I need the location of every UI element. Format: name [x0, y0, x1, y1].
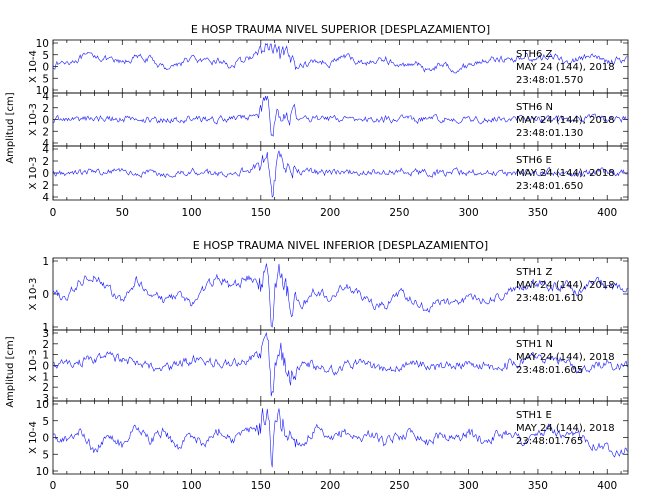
seismic-trace [52, 408, 628, 468]
station-label: STH6 E [516, 155, 552, 166]
x-tick-label: 150 [251, 480, 271, 492]
x-tick-label: 350 [528, 207, 548, 219]
panel-sth1-z: 1 0 1X 10-3 STH1 Z MAY 24 (144), 2018 23:48:0… [28, 256, 629, 334]
scale-label: X 10-3 [28, 278, 39, 311]
seismic-trace [52, 331, 628, 397]
chart-group-1: E HOSP TRAUMA NIVEL SUPERIOR [DESPLAZAMI… [5, 23, 629, 219]
y-axis-label: Amplitud [cm] [5, 336, 16, 407]
station-label: STH6 Z [516, 49, 553, 60]
y-tick-label: 4 [42, 192, 49, 204]
y-tick-label: 0 [42, 115, 49, 127]
x-tick-label: 250 [389, 480, 409, 492]
station-label: 23:48:01.650 [516, 181, 583, 192]
scale-label: X 10-4 [28, 50, 39, 83]
station-label: 23:48:01.765 [516, 436, 583, 447]
station-label: STH6 N [516, 102, 553, 113]
x-tick-label: 400 [597, 207, 617, 219]
y-tick-label: 4 [42, 144, 49, 156]
station-label: 23:48:01.605 [516, 365, 583, 376]
chart-title: E HOSP TRAUMA NIVEL INFERIOR [DESPLAZAMI… [193, 239, 488, 252]
station-label: STH1 N [516, 339, 553, 350]
y-tick-label: 0 [42, 433, 49, 445]
x-tick-label: 200 [320, 207, 340, 219]
x-tick-label: 150 [251, 207, 271, 219]
y-tick-label: 2 [42, 180, 49, 192]
station-label: MAY 24 (144), 2018 [516, 168, 615, 179]
station-label: 23:48:01.570 [516, 75, 583, 86]
x-tick-label: 100 [182, 480, 202, 492]
station-label: STH1 Z [516, 267, 553, 278]
x-tick-label: 300 [459, 480, 479, 492]
x-tick-label: 400 [597, 480, 617, 492]
x-tick-label: 250 [389, 207, 409, 219]
scale-label: X 10-4 [28, 421, 39, 454]
y-tick-label: 4 [42, 138, 49, 150]
scale-label: X 10-3 [28, 157, 39, 190]
y-tick-label: 10 [36, 399, 49, 411]
y-tick-label: 5 [42, 449, 49, 461]
x-tick-label: 0 [50, 480, 57, 492]
y-tick-label: 1 [42, 322, 49, 334]
x-tick-label: 300 [459, 207, 479, 219]
y-tick-label: 2 [42, 103, 49, 115]
y-tick-label: 2 [42, 126, 49, 138]
chart-group-2: E HOSP TRAUMA NIVEL INFERIOR [DESPLAZAMI… [5, 239, 629, 492]
x-tick-label: 0 [50, 207, 57, 219]
y-tick-label: 1 [42, 371, 49, 383]
station-label: 23:48:01.610 [516, 293, 583, 304]
y-tick-label: 2 [42, 339, 49, 351]
station-label: MAY 24 (144), 2018 [516, 62, 615, 73]
y-tick-label: 0 [42, 289, 49, 301]
y-tick-label: 0 [42, 62, 49, 74]
x-tick-label: 200 [320, 480, 340, 492]
y-tick-label: 0 [42, 168, 49, 180]
y-tick-label: 10 [36, 38, 49, 50]
y-tick-label: 3 [42, 393, 49, 405]
station-label: 23:48:01.130 [516, 128, 583, 139]
y-tick-label: 2 [42, 382, 49, 394]
station-label: MAY 24 (144), 2018 [516, 352, 615, 363]
station-label: MAY 24 (144), 2018 [516, 423, 615, 434]
station-label: MAY 24 (144), 2018 [516, 115, 615, 126]
y-tick-label: 10 [36, 466, 49, 478]
y-tick-label: 1 [42, 256, 49, 268]
y-tick-label: 2 [42, 156, 49, 168]
x-tick-label: 350 [528, 480, 548, 492]
station-label: STH1 E [516, 410, 552, 421]
seismic-trace [52, 43, 628, 74]
y-tick-label: 5 [42, 416, 49, 428]
y-tick-label: 3 [42, 328, 49, 340]
scale-label: X 10-3 [28, 103, 39, 136]
seismic-trace [52, 150, 628, 198]
scale-label: X 10-3 [28, 349, 39, 382]
y-tick-label: 1 [42, 350, 49, 362]
station-label: MAY 24 (144), 2018 [516, 280, 615, 291]
y-axis-label: Amplitud [cm] [5, 92, 16, 163]
chart-title: E HOSP TRAUMA NIVEL SUPERIOR [DESPLAZAMI… [191, 23, 490, 36]
y-tick-label: 0 [42, 361, 49, 373]
y-tick-label: 10 [36, 85, 49, 97]
y-tick-label: 4 [42, 91, 49, 103]
y-tick-label: 5 [42, 73, 49, 85]
y-tick-label: 5 [42, 50, 49, 62]
x-tick-label: 50 [116, 480, 129, 492]
panel-sth1-e: 10 5 0 5 10 X 10-4 STH1 E MAY 24 (144), 2018 23:… [28, 399, 629, 478]
x-tick-label: 100 [182, 207, 202, 219]
seismic-trace [52, 95, 628, 137]
seismic-trace [52, 263, 628, 328]
x-tick-label: 50 [116, 207, 129, 219]
